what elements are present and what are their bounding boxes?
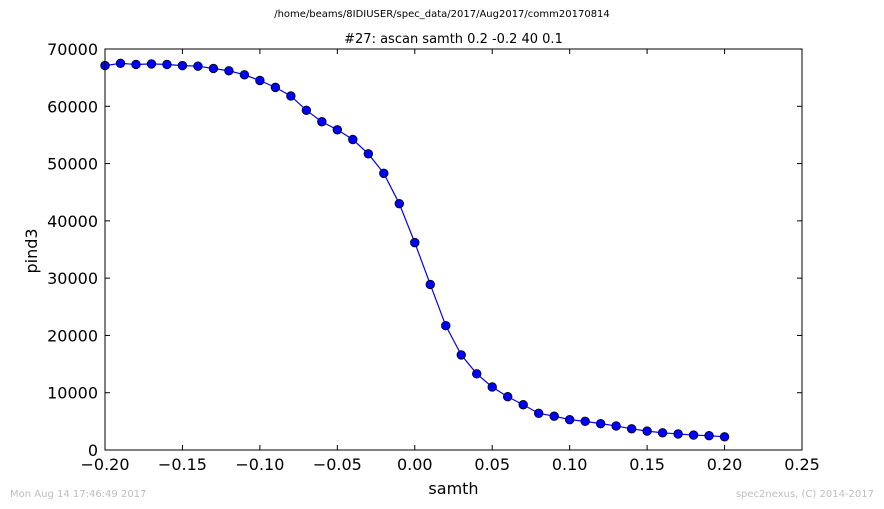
data-point <box>595 418 606 429</box>
data-point <box>425 279 435 290</box>
x-tick-label: 0.20 <box>707 455 743 474</box>
data-point <box>224 66 234 76</box>
x-tick-label: −0.10 <box>235 455 284 474</box>
data-point <box>348 134 358 145</box>
data-point <box>688 430 699 440</box>
data-point <box>626 424 637 434</box>
data-point <box>719 432 730 442</box>
plot-frame <box>104 48 803 451</box>
data-point <box>131 59 141 70</box>
data-point <box>611 421 621 431</box>
data-point <box>518 400 528 410</box>
x-tick-label: 0.25 <box>784 455 820 474</box>
series-line <box>104 62 725 438</box>
data-point <box>301 105 312 115</box>
data-point <box>115 58 126 69</box>
data-point <box>503 392 513 402</box>
data-point <box>146 59 157 69</box>
data-point <box>379 168 389 179</box>
data-point <box>673 429 683 439</box>
figure-suptitle: /home/beams/8IDIUSER/spec_data/2017/Aug2… <box>274 9 610 20</box>
x-tick-label: 0.00 <box>397 455 433 474</box>
x-tick-label: −0.15 <box>158 455 207 474</box>
data-point <box>657 428 668 438</box>
data-point <box>642 426 652 436</box>
data-point <box>255 75 265 86</box>
data-point <box>177 60 188 71</box>
data-point <box>549 411 559 421</box>
data-point <box>162 59 172 70</box>
data-point <box>472 369 482 379</box>
y-tick-label: 60000 <box>47 97 98 116</box>
data-point <box>704 430 714 441</box>
data-point <box>208 63 219 74</box>
data-point <box>332 125 343 135</box>
x-tick-label: 0.15 <box>629 455 665 474</box>
x-tick-label: −0.20 <box>80 455 129 474</box>
data-point <box>394 198 404 209</box>
data-point <box>410 237 420 248</box>
y-tick-label: 20000 <box>47 326 98 345</box>
y-tick-label: 10000 <box>47 384 98 403</box>
plot-layer <box>100 58 730 442</box>
y-tick-label: 40000 <box>47 212 98 231</box>
data-point <box>193 61 203 71</box>
chart-title: #27: ascan samth 0.2 -0.2 40 0.1 <box>344 32 563 47</box>
footer-credit: spec2nexus, (C) 2014-2017 <box>735 489 874 500</box>
x-tick-label: −0.05 <box>313 455 362 474</box>
data-point <box>533 408 544 419</box>
data-point <box>270 82 281 93</box>
footer-timestamp: Mon Aug 14 17:46:49 2017 <box>10 489 147 500</box>
data-point <box>363 149 374 159</box>
data-point <box>286 91 296 101</box>
x-tick-label: 0.10 <box>552 455 588 474</box>
x-axis-label: samth <box>428 479 478 498</box>
data-point <box>317 117 327 127</box>
data-point <box>564 414 575 425</box>
x-tick-label: 0.05 <box>474 455 510 474</box>
y-tick-label: 30000 <box>47 269 98 288</box>
y-tick-label: 50000 <box>47 155 98 174</box>
data-point <box>441 320 451 331</box>
data-point <box>487 382 497 392</box>
ticks-layer: −0.20 −0.15 −0.10 −0.05 0.00 0.05 0.10 0.15 0.20… <box>47 40 820 474</box>
data-point <box>456 350 466 360</box>
data-point <box>580 416 590 427</box>
y-axis-label: pind3 <box>22 228 41 273</box>
y-tick-label: 70000 <box>47 40 98 59</box>
data-point <box>239 70 250 80</box>
y-tick-label: 0 <box>88 441 98 460</box>
